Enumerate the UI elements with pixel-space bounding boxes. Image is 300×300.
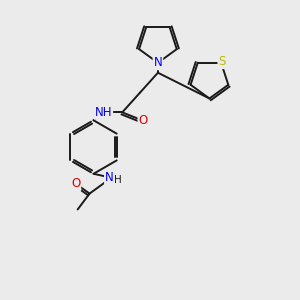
Text: O: O xyxy=(71,177,80,190)
Text: H: H xyxy=(114,175,122,185)
Text: N: N xyxy=(154,56,162,69)
Text: S: S xyxy=(218,55,226,68)
Text: O: O xyxy=(138,114,148,127)
Text: N: N xyxy=(105,171,114,184)
Text: NH: NH xyxy=(95,106,112,119)
